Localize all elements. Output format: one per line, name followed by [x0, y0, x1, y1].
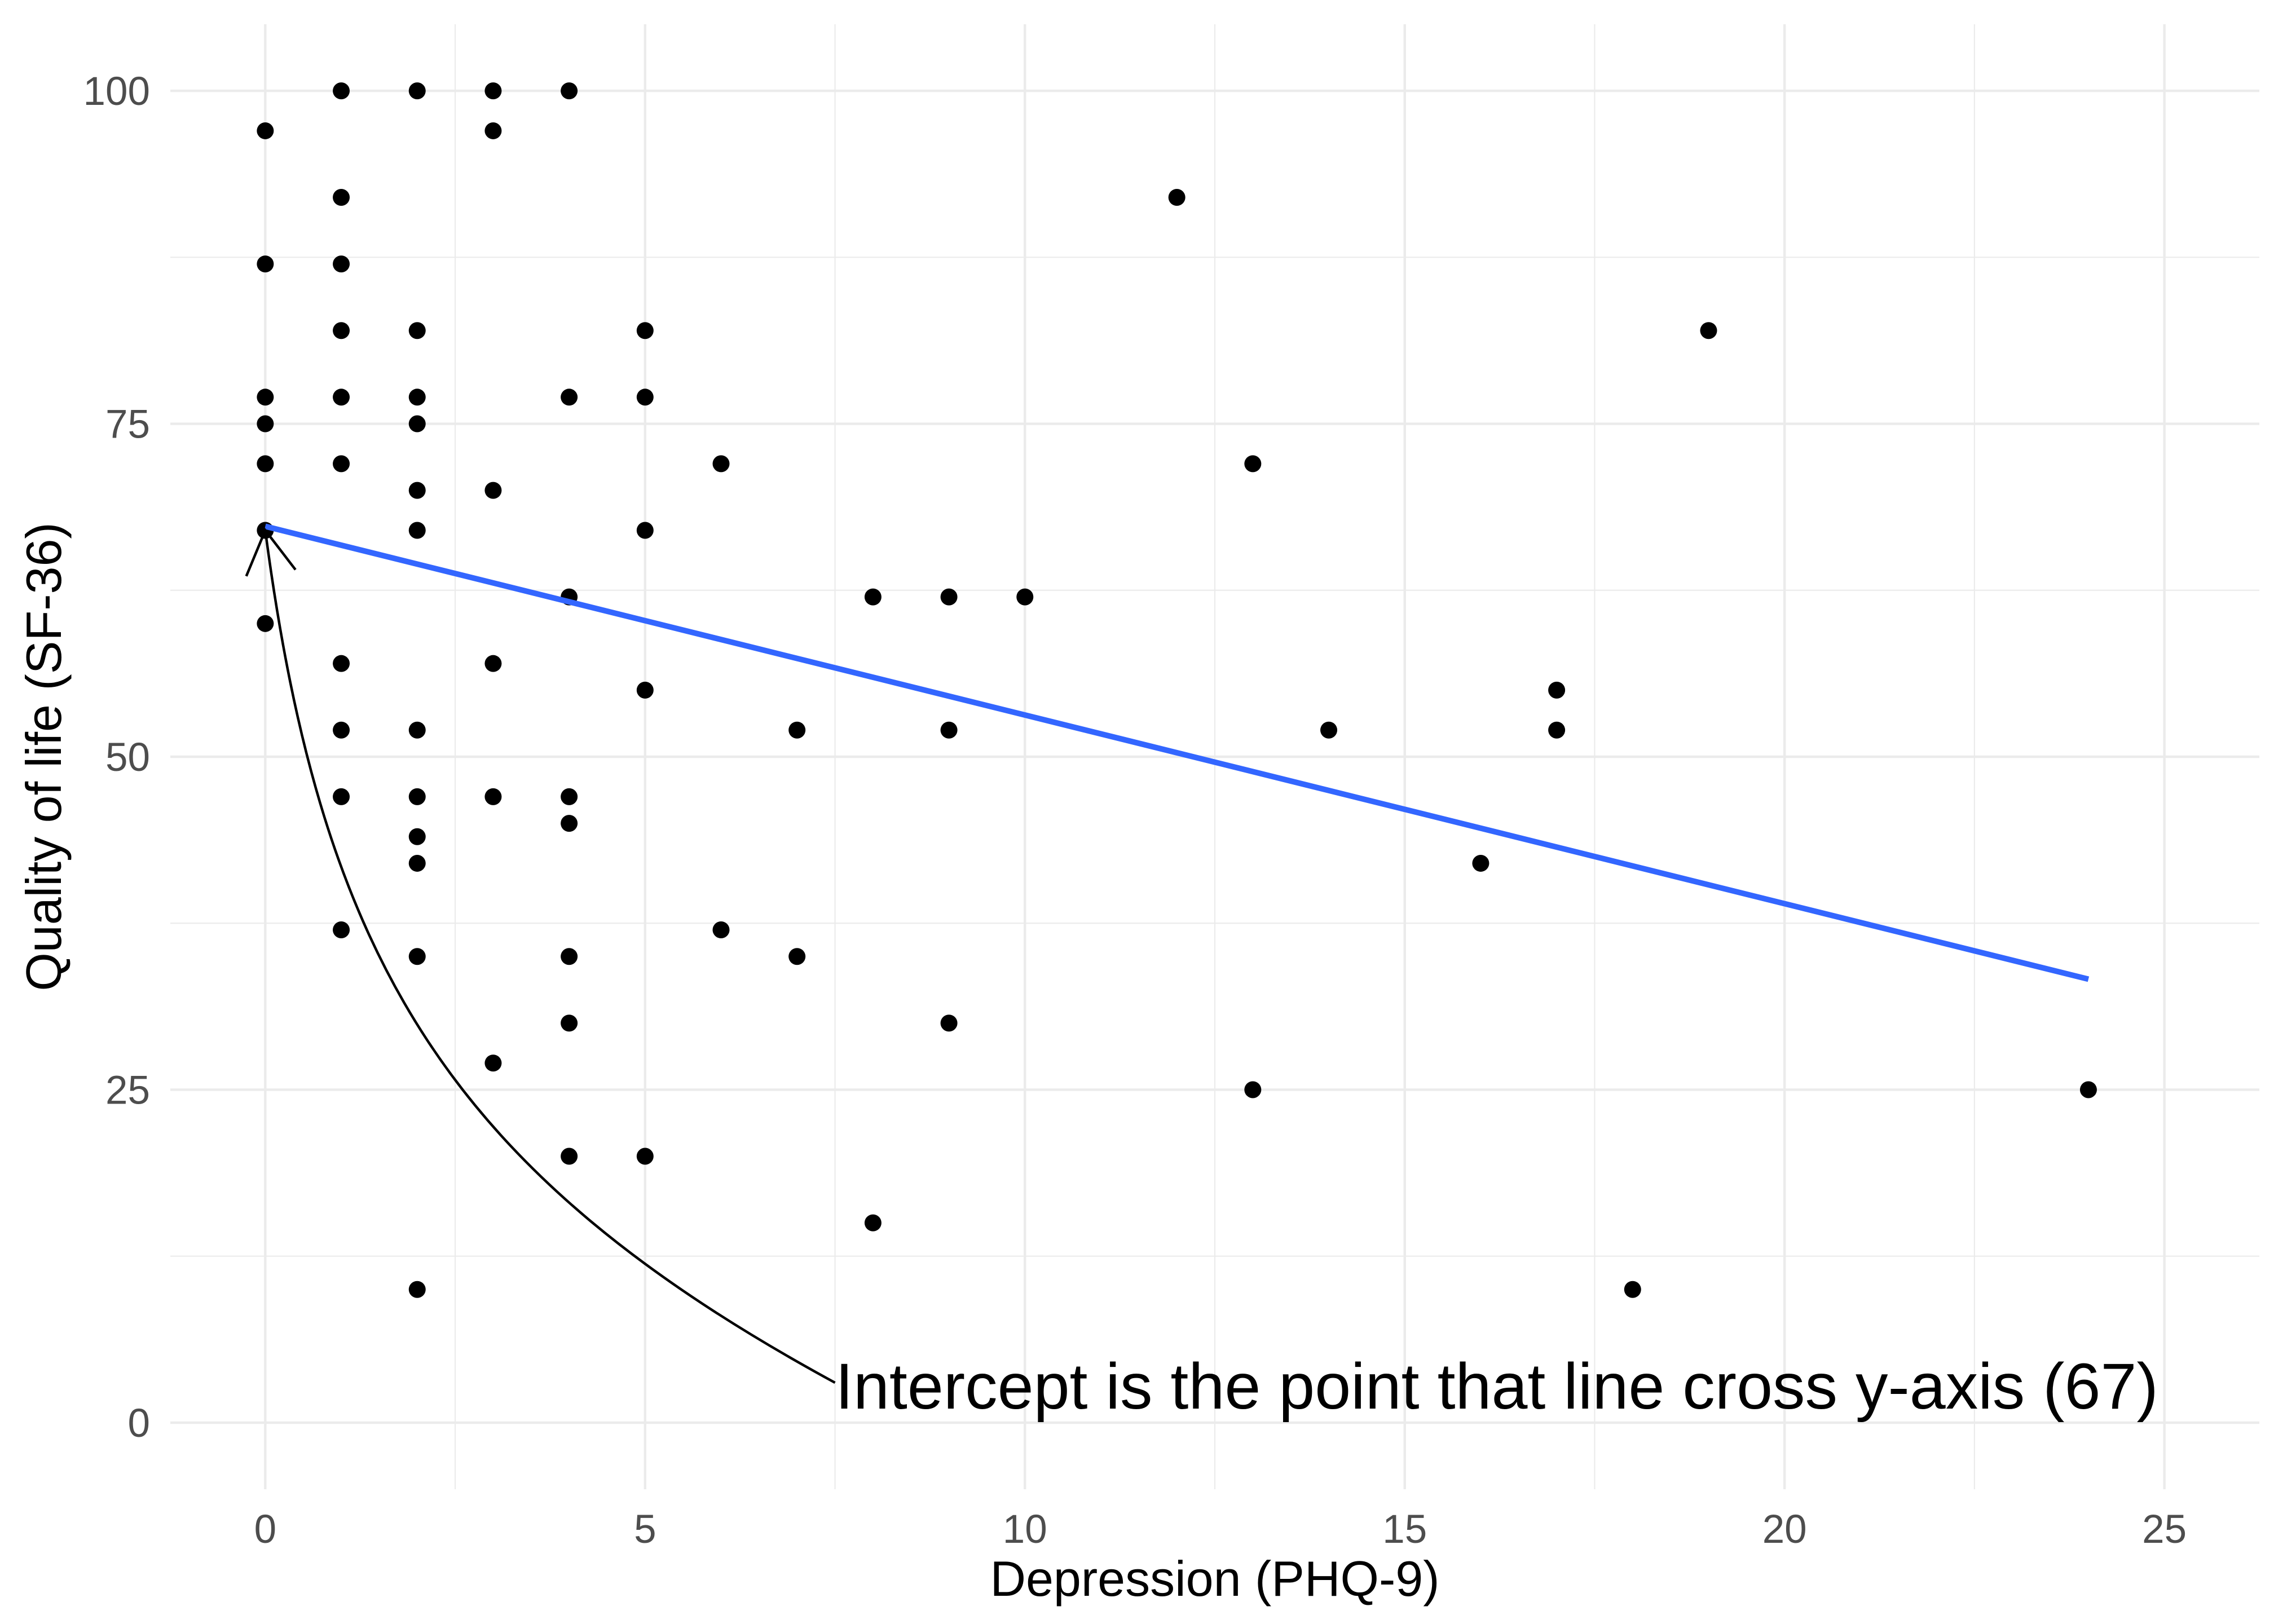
data-point	[257, 615, 274, 632]
x-tick-label: 0	[254, 1507, 277, 1552]
x-tick-label: 25	[2142, 1507, 2187, 1552]
x-tick-label: 20	[1762, 1507, 1807, 1552]
data-point	[1168, 189, 1186, 206]
data-point	[257, 415, 274, 433]
regression-line-layer	[265, 523, 2090, 982]
data-point	[257, 255, 274, 273]
data-point	[788, 721, 806, 739]
data-point	[1700, 322, 1717, 339]
data-point	[333, 255, 350, 273]
data-point	[408, 854, 426, 872]
data-point	[561, 1014, 578, 1032]
data-point	[408, 828, 426, 845]
data-point	[257, 455, 274, 473]
data-point	[408, 948, 426, 965]
data-point	[1244, 1081, 1262, 1098]
data-point	[333, 389, 350, 406]
data-point	[333, 455, 350, 473]
x-axis-tick-labels: 0 5 10 15 20 25	[254, 1507, 2187, 1552]
x-tick-label: 5	[634, 1507, 656, 1552]
data-point	[940, 721, 958, 739]
data-point	[257, 389, 274, 406]
data-point	[788, 948, 806, 965]
y-axis-tick-labels: 0 25 50 75 100	[83, 69, 150, 1446]
data-point	[1624, 1281, 1641, 1298]
data-point	[333, 322, 350, 339]
data-point	[408, 415, 426, 433]
data-point	[2079, 1081, 2097, 1098]
annotation: Intercept is the point that line cross y…	[245, 528, 2158, 1423]
data-point	[1244, 455, 1262, 473]
data-point	[408, 721, 426, 739]
data-point	[712, 921, 730, 939]
data-point	[408, 322, 426, 339]
data-point	[484, 655, 502, 672]
y-tick-label: 100	[83, 69, 150, 114]
annotation-arrowhead	[245, 528, 297, 577]
x-tick-label: 15	[1382, 1507, 1427, 1552]
data-point	[864, 1214, 882, 1232]
data-point	[484, 788, 502, 805]
data-point	[484, 122, 502, 139]
data-point	[636, 522, 654, 539]
data-point	[561, 82, 578, 100]
data-point	[712, 455, 730, 473]
data-point	[1016, 588, 1034, 606]
data-point	[408, 389, 426, 406]
x-tick-label: 10	[1003, 1507, 1047, 1552]
data-point	[333, 921, 350, 939]
data-point	[408, 82, 426, 100]
data-point	[484, 1054, 502, 1072]
data-points	[257, 82, 2097, 1298]
regression-line	[265, 523, 2090, 982]
data-point	[333, 721, 350, 739]
data-point	[636, 1148, 654, 1165]
data-point	[636, 389, 654, 406]
data-point	[408, 482, 426, 499]
data-point	[333, 82, 350, 100]
data-point	[333, 189, 350, 206]
data-point	[561, 815, 578, 832]
data-point	[1548, 681, 1566, 699]
x-axis-title: Depression (PHQ-9)	[990, 1551, 1439, 1607]
y-tick-label: 25	[105, 1068, 150, 1113]
data-point	[1548, 721, 1566, 739]
annotation-text: Intercept is the point that line cross y…	[835, 1351, 2158, 1423]
data-point	[561, 788, 578, 805]
annotation-arrow-curve	[264, 530, 836, 1384]
data-point	[484, 482, 502, 499]
y-tick-label: 50	[105, 735, 150, 780]
data-point	[636, 681, 654, 699]
data-point	[484, 82, 502, 100]
data-point	[408, 522, 426, 539]
data-point	[1320, 721, 1338, 739]
data-point	[561, 389, 578, 406]
y-tick-label: 75	[105, 403, 150, 447]
data-point	[408, 788, 426, 805]
data-point	[940, 588, 958, 606]
data-point	[1472, 854, 1489, 872]
data-point	[940, 1014, 958, 1032]
data-point	[333, 655, 350, 672]
data-point	[257, 122, 274, 139]
data-point	[408, 1281, 426, 1298]
y-tick-label: 0	[128, 1401, 151, 1446]
data-point	[864, 588, 882, 606]
data-point	[561, 948, 578, 965]
y-axis-title: Quality of life (SF-36)	[16, 522, 72, 991]
data-point	[636, 322, 654, 339]
data-point	[561, 1148, 578, 1165]
data-point	[333, 788, 350, 805]
